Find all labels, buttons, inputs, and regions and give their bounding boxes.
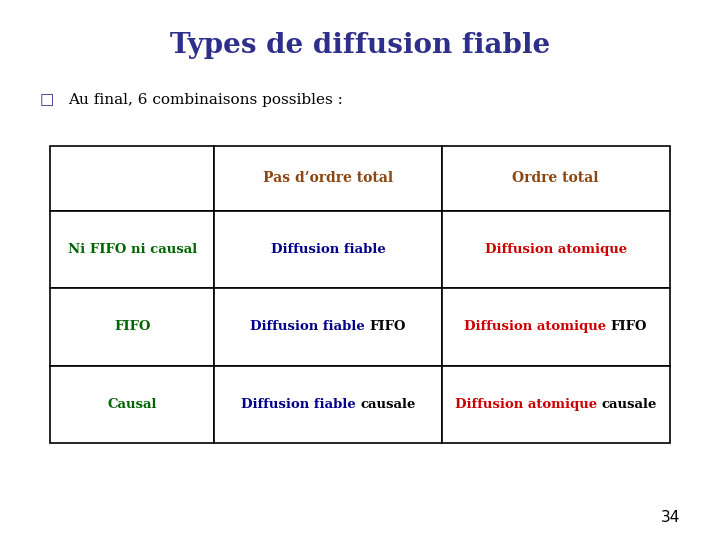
Text: Diffusion atomique: Diffusion atomique (485, 243, 626, 256)
Text: FIFO: FIFO (114, 320, 150, 334)
Text: □: □ (40, 92, 54, 107)
Text: Ordre total: Ordre total (513, 172, 599, 185)
Text: Diffusion atomique: Diffusion atomique (454, 397, 601, 411)
Text: causale: causale (601, 397, 657, 411)
Bar (442, 211, 670, 288)
Bar (215, 211, 442, 288)
Text: FIFO: FIFO (369, 320, 406, 334)
Bar (215, 288, 442, 366)
Text: Diffusion fiable: Diffusion fiable (240, 397, 360, 411)
Text: Diffusion atomique: Diffusion atomique (464, 320, 611, 334)
Text: Au final, 6 combinaisons possibles :: Au final, 6 combinaisons possibles : (68, 93, 343, 107)
Text: Pas d’ordre total: Pas d’ordre total (263, 172, 393, 185)
Bar (50, 366, 215, 443)
Text: Ni FIFO ni causal: Ni FIFO ni causal (68, 243, 197, 256)
Text: Causal: Causal (108, 397, 157, 411)
Text: Types de diffusion fiable: Types de diffusion fiable (170, 32, 550, 59)
Text: Diffusion fiable: Diffusion fiable (271, 243, 385, 256)
Bar (50, 146, 215, 211)
Bar (442, 366, 670, 443)
Bar (215, 146, 442, 211)
Bar (50, 288, 215, 366)
Text: Diffusion fiable: Diffusion fiable (250, 320, 369, 334)
Text: FIFO: FIFO (611, 320, 647, 334)
Text: causale: causale (360, 397, 415, 411)
Bar (442, 288, 670, 366)
Text: 34: 34 (661, 510, 680, 525)
Bar (50, 211, 215, 288)
Bar (442, 146, 670, 211)
Bar (215, 366, 442, 443)
